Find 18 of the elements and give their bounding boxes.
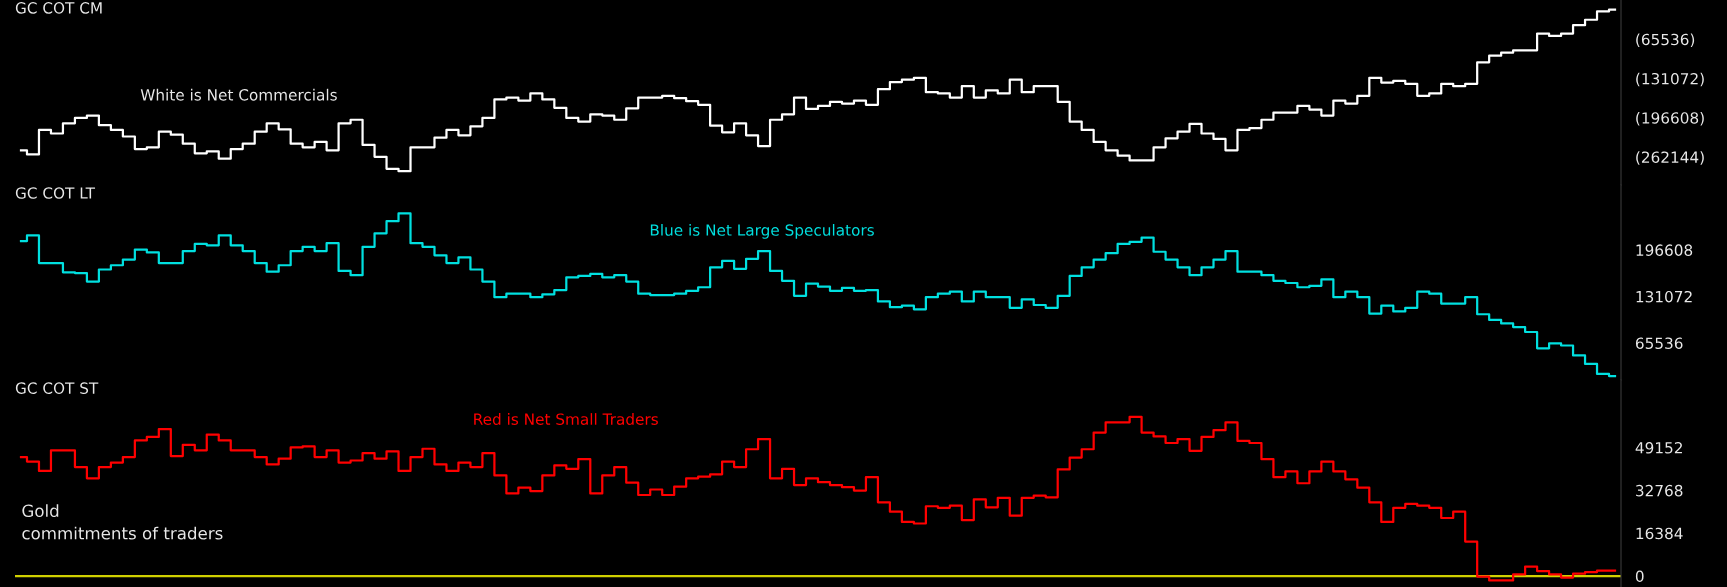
y-tick-label: (131072) [1636, 72, 1704, 87]
y-tick-label: (196608) [1636, 111, 1704, 126]
y-tick-label: 16384 [1636, 527, 1683, 540]
chart-title: GC COT LT [15, 187, 96, 199]
annotation: Gold commitments of traders [22, 504, 223, 540]
y-tick-label: 131072 [1636, 290, 1692, 303]
chart-title: GC COT ST [15, 382, 99, 394]
y-tick-label: (65536) [1636, 33, 1695, 48]
annotation: Red is Net Small Traders [474, 413, 658, 425]
chart-title: GC COT CM [15, 2, 102, 14]
annotation: White is Net Commercials [140, 88, 337, 101]
y-tick-label: (262144) [1636, 151, 1704, 165]
y-tick-label: 0 [1635, 570, 1644, 583]
y-tick-label: 49152 [1635, 442, 1682, 454]
y-tick-label: 196608 [1636, 244, 1693, 256]
annotation: Blue is Net Large Speculators [650, 224, 874, 239]
y-tick-label: 65536 [1635, 337, 1683, 349]
y-tick-label: 32768 [1636, 484, 1683, 497]
